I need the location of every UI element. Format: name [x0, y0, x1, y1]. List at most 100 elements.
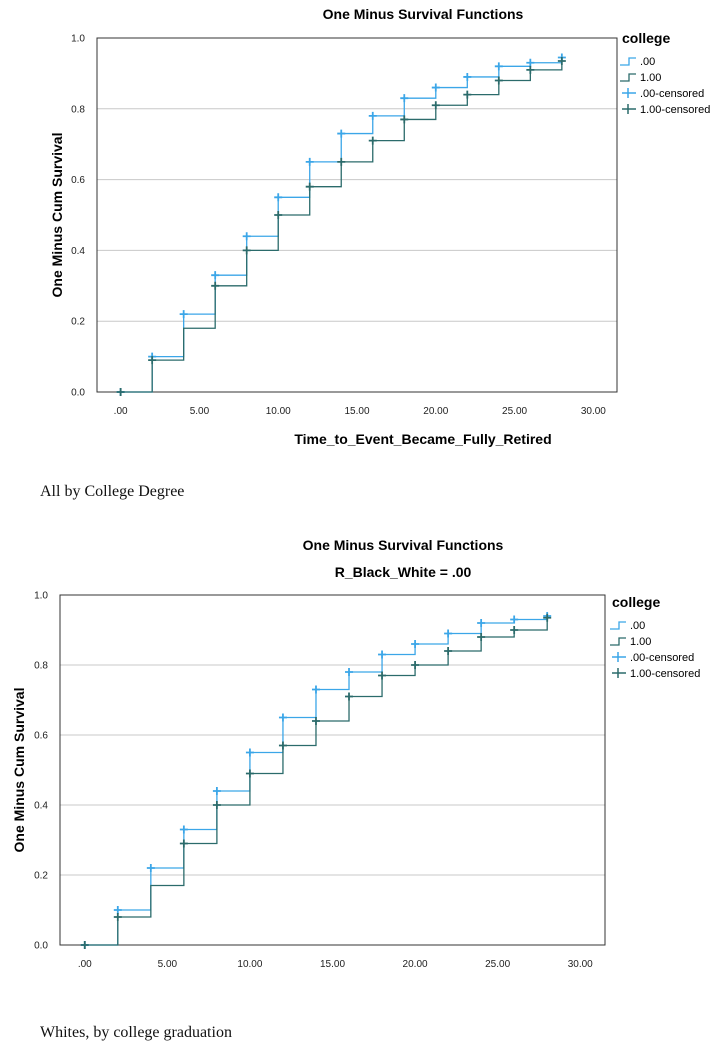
- censored-marker: [431, 101, 440, 110]
- censored-marker: [211, 281, 220, 290]
- legend-entry-label: .00: [640, 56, 655, 68]
- y-tick-label: 0.4: [71, 246, 85, 257]
- censored-marker: [378, 671, 387, 680]
- censored-marker: [510, 626, 519, 634]
- censored-marker: [337, 157, 346, 166]
- y-tick-label: 0.6: [34, 731, 48, 742]
- censored-marker: [245, 769, 254, 778]
- censored-marker: [242, 246, 251, 255]
- y-tick-label: 0.8: [34, 661, 48, 672]
- chart-subtitle: R_Black_White = .00: [335, 564, 472, 580]
- x-tick-label: 5.00: [190, 406, 210, 417]
- censored-marker: [463, 72, 472, 81]
- survival-chart-svg: One Minus Survival Functions 0.0 0.2 0.4 0.6…: [49, 6, 710, 447]
- censored-marker: [510, 615, 519, 624]
- censored-marker: [494, 76, 503, 85]
- censored-marker: [179, 825, 188, 834]
- caption-all-by-college: All by College Degree: [40, 483, 185, 500]
- legend-swatch-line: [620, 73, 636, 82]
- y-tick-label: 0.2: [71, 317, 85, 328]
- censored-marker: [179, 839, 188, 848]
- censored-marker: [337, 129, 346, 138]
- legend-swatch-marker: [622, 104, 636, 114]
- x-tick-label: .00: [114, 406, 128, 417]
- censored-marker: [411, 640, 420, 648]
- censored-marker: [543, 613, 552, 622]
- censored-marker: [80, 941, 89, 949]
- x-tick-label: 5.00: [158, 959, 178, 970]
- legend-entry-label: 1.00: [640, 72, 661, 84]
- series-line-1: [84, 617, 548, 946]
- censored-marker: [400, 115, 409, 124]
- x-tick-label: 30.00: [581, 406, 606, 417]
- chart-whites-by-college: One Minus Survival Functions R_Black_Whit…: [0, 530, 726, 980]
- censored-marker: [526, 65, 535, 74]
- censored-marker: [211, 271, 220, 280]
- legend-entry-label: .00-censored: [640, 88, 704, 100]
- plot-frame: [96, 37, 618, 393]
- censored-marker: [179, 310, 188, 319]
- survival-chart-svg: One Minus Survival Functions R_Black_Whit…: [11, 537, 700, 970]
- x-tick-label: 25.00: [502, 406, 527, 417]
- x-tick-label: 20.00: [423, 406, 448, 417]
- legend-swatch-line: [620, 57, 636, 66]
- legend-title: college: [612, 594, 660, 610]
- censored-marker: [212, 801, 221, 809]
- y-tick-label: 1.0: [34, 591, 48, 602]
- censored-marker: [345, 668, 354, 676]
- legend-entry-label: 1.00-censored: [630, 668, 700, 680]
- censored-marker: [477, 633, 486, 641]
- x-tick-label: 10.00: [266, 406, 291, 417]
- censored-marker: [311, 717, 320, 725]
- legend-title: college: [622, 30, 670, 46]
- censored-marker: [212, 787, 221, 795]
- censored-marker: [242, 232, 251, 241]
- censored-marker: [368, 111, 377, 120]
- x-tick-label: 25.00: [485, 959, 510, 970]
- legend-entry-label: .00-censored: [630, 652, 694, 664]
- y-tick-label: 0.8: [71, 104, 85, 115]
- caption-whites-by-college: Whites, by college graduation: [40, 1024, 232, 1041]
- x-axis-label: Time_to_Event_Became_Fully_Retired: [294, 431, 551, 447]
- censored-marker: [444, 647, 453, 655]
- censored-marker: [411, 661, 420, 669]
- y-axis-label: One Minus Cum Survival: [11, 688, 27, 853]
- censored-marker: [274, 211, 283, 219]
- censored-marker: [305, 157, 314, 166]
- censored-marker: [378, 650, 387, 659]
- x-tick-label: 30.00: [568, 959, 593, 970]
- censored-marker: [278, 741, 287, 750]
- censored-marker: [444, 629, 453, 638]
- censored-marker: [245, 748, 254, 757]
- chart-all-by-college: One Minus Survival Functions 0.0 0.2 0.4 0.6…: [0, 0, 726, 470]
- censored-marker: [113, 906, 122, 914]
- y-tick-label: 0.6: [71, 175, 85, 186]
- series-line-0: [120, 57, 563, 393]
- y-tick-label: 0.0: [71, 388, 85, 399]
- censored-marker: [305, 182, 314, 191]
- x-tick-label: 15.00: [344, 406, 369, 417]
- censored-marker: [146, 864, 155, 872]
- y-tick-label: 0.4: [34, 801, 48, 812]
- censored-marker: [345, 692, 354, 701]
- censored-marker: [526, 58, 535, 67]
- x-tick-label: 20.00: [403, 959, 428, 970]
- legend-entry-label: 1.00-censored: [640, 104, 710, 116]
- censored-marker: [311, 685, 320, 694]
- x-tick-label: 10.00: [237, 959, 262, 970]
- censored-marker: [278, 713, 287, 722]
- censored-marker: [113, 913, 122, 921]
- chart-title: One Minus Survival Functions: [303, 537, 504, 553]
- x-tick-label: 15.00: [320, 959, 345, 970]
- legend-swatch-marker: [622, 88, 636, 98]
- censored-marker: [274, 193, 283, 202]
- censored-marker: [431, 83, 440, 92]
- censored-marker: [368, 136, 377, 145]
- plot-frame: [59, 594, 606, 946]
- legend-swatch-marker: [612, 668, 626, 678]
- legend-entry-label: 1.00: [630, 636, 651, 648]
- censored-marker: [148, 356, 157, 365]
- censored-marker: [116, 388, 125, 396]
- legend-swatch-line: [610, 621, 626, 630]
- censored-marker: [463, 90, 472, 99]
